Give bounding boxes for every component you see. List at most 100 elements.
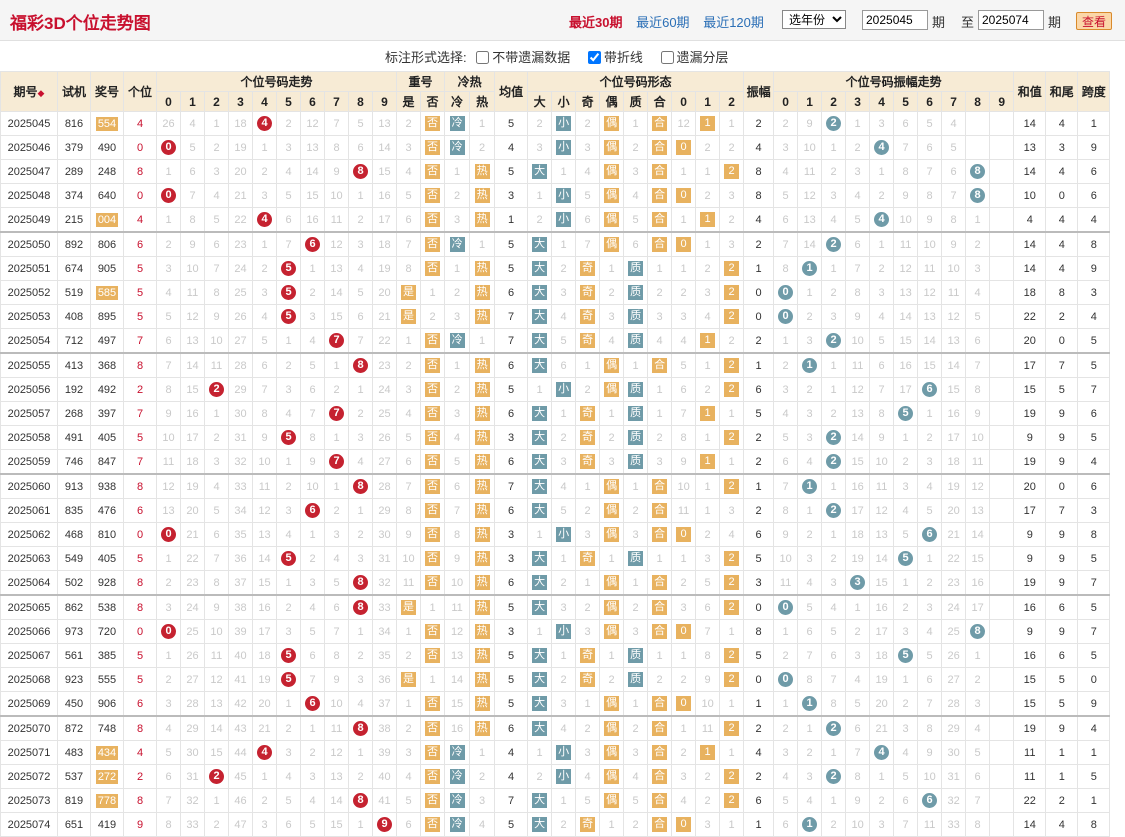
- subheader-amp-digit-6: 6: [917, 91, 943, 112]
- form-tag: 质: [628, 309, 644, 324]
- form-cell: 质: [623, 328, 649, 354]
- amptrend-cell: 1: [821, 473, 847, 499]
- form-tag: 奇: [580, 406, 596, 421]
- unit-cell: 5: [123, 280, 157, 305]
- amptrend-cell: 3: [821, 304, 847, 329]
- repeat-cell: 2: [396, 111, 422, 136]
- amptrend-cell: 10: [917, 231, 943, 257]
- trend-cell: 7: [276, 231, 301, 257]
- tail-cell: 6: [1045, 594, 1079, 620]
- form-cell: 3: [695, 280, 721, 305]
- trend-cell: 1: [156, 159, 181, 184]
- subheader-amp-digit-4: 4: [869, 91, 895, 112]
- form-cell: 2: [623, 498, 649, 523]
- repeat-cell: 否: [420, 546, 446, 571]
- amptrend-cell: 4: [797, 570, 823, 596]
- trend-cell: 30: [228, 401, 253, 426]
- form-cell: 1: [695, 740, 721, 765]
- form-cell: 2: [719, 594, 745, 620]
- amptrend-cell: [989, 328, 1015, 354]
- trend-cell: 5: [276, 256, 301, 281]
- span-cell: 7: [1077, 377, 1111, 402]
- range-link-30[interactable]: 最近30期: [569, 15, 623, 30]
- coldhot-tag: 热: [474, 624, 490, 639]
- coldhot-tag: 冷: [449, 237, 465, 252]
- trend-cell: 6: [204, 231, 229, 257]
- form-cell: 质: [623, 401, 649, 426]
- tail-cell: 2: [1045, 788, 1079, 813]
- trend-cell: 0: [156, 183, 181, 208]
- amptrend-cell: [989, 377, 1015, 402]
- trend-cell: 8: [204, 280, 229, 305]
- sum-cell: 11: [1013, 740, 1047, 765]
- amptrend-cell: 1: [797, 498, 823, 523]
- form-cell: 1: [671, 256, 697, 281]
- form-tag: 0: [676, 624, 692, 639]
- prize-cell: 585: [90, 280, 124, 305]
- coldhot-cell: 12: [444, 619, 471, 644]
- sum-cell: 18: [1013, 280, 1047, 305]
- trend-cell: 39: [371, 740, 398, 765]
- page-title: 福彩3D个位走势图: [10, 14, 151, 33]
- trial-cell: 651: [57, 812, 91, 837]
- amptrend-cell: 16: [845, 473, 871, 499]
- year-select[interactable]: 选年份: [782, 10, 846, 29]
- range-link-120[interactable]: 最近120期: [703, 15, 764, 30]
- option-layered[interactable]: 遗漏分层: [655, 50, 729, 65]
- amp-cell: 0: [743, 280, 775, 305]
- form-cell: 1: [575, 570, 601, 596]
- amptrend-cell: 2: [845, 135, 871, 160]
- form-tag: 大: [532, 672, 548, 687]
- amptrend-cell: 4: [893, 740, 919, 765]
- amptrend-cell: 6: [893, 788, 919, 813]
- form-cell: 8: [695, 643, 721, 668]
- unit-ball: 6: [305, 503, 320, 518]
- range-link-60[interactable]: 最近60期: [636, 15, 690, 30]
- amptrend-cell: 5: [845, 207, 871, 233]
- trend-cell: 5: [276, 788, 301, 813]
- header-avg: 均值: [494, 71, 529, 112]
- form-tag: 大: [532, 406, 548, 421]
- amp-ball: 2: [826, 116, 842, 131]
- coldhot-cell: 冷: [444, 812, 471, 837]
- header-issue[interactable]: 期号◆: [0, 71, 58, 112]
- repeat-cell: 2: [396, 643, 422, 668]
- form-cell: 5: [551, 498, 577, 523]
- form-tag: 2: [724, 721, 740, 736]
- coldhot-cell: 冷: [444, 135, 471, 160]
- coldhot-cell: 热: [469, 280, 496, 305]
- from-issue-input[interactable]: [862, 10, 928, 30]
- layered-checkbox[interactable]: [660, 51, 674, 64]
- unit-ball: 7: [329, 454, 344, 469]
- form-cell: 大: [527, 594, 553, 620]
- form-cell: 2: [695, 256, 721, 281]
- option-no-missing[interactable]: 不带遗漏数据: [470, 50, 570, 65]
- option-polyline[interactable]: 带折线: [582, 50, 643, 65]
- trend-cell: 24: [228, 256, 253, 281]
- unit-cell: 7: [123, 401, 157, 426]
- coldhot-tag: 热: [474, 309, 490, 324]
- unit-cell: 8: [123, 570, 157, 596]
- trend-cell: 3: [252, 280, 277, 305]
- repeat-cell: 是: [396, 304, 422, 329]
- issue-cell: 2025063: [0, 546, 58, 571]
- unit-cell: 4: [123, 111, 157, 136]
- form-cell: 奇: [575, 304, 601, 329]
- trend-cell: 24: [180, 594, 205, 620]
- to-issue-input[interactable]: [978, 10, 1044, 30]
- trend-cell: 1: [204, 788, 229, 813]
- unit-cell: 0: [123, 183, 157, 208]
- trial-cell: 913: [57, 473, 91, 499]
- table-row: 2025071 483 434 4 5 30 15 44 4 3 2 12 1 39 3 否冷 1 4 1 小 3 偶 3 合…: [0, 740, 1111, 765]
- options-label: 标注形式选择:: [385, 50, 467, 65]
- no-missing-checkbox[interactable]: [476, 51, 490, 64]
- table-row: 2025067 561 385 5 1 26 11 40 18 5 6 8 2 35 2 否 13 热 5 大 1 奇 1 质…: [0, 643, 1111, 668]
- form-tag: 偶: [604, 769, 620, 784]
- trend-cell: 1: [204, 401, 229, 426]
- issue-cell: 2025051: [0, 256, 58, 281]
- polyline-checkbox[interactable]: [587, 51, 601, 64]
- view-button[interactable]: 查看: [1076, 12, 1112, 30]
- amptrend-cell: 1: [821, 256, 847, 281]
- amptrend-cell: [989, 425, 1015, 450]
- form-cell: 1: [599, 256, 625, 281]
